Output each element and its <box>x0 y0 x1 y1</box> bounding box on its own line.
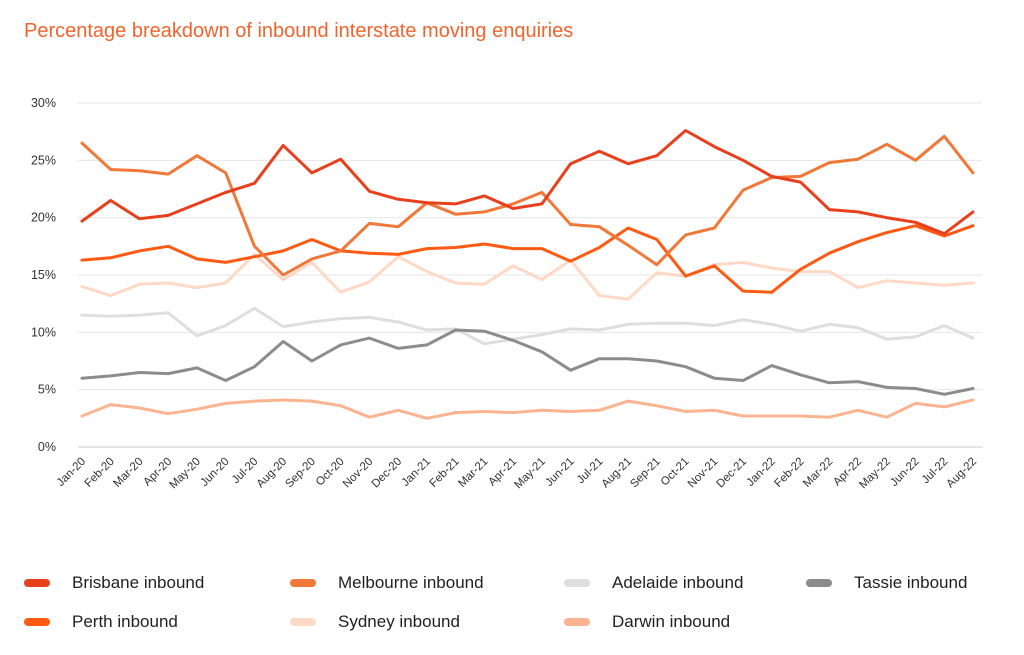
legend-item-melbourne[interactable]: Melbourne inbound <box>290 573 484 593</box>
chart-title: Percentage breakdown of inbound intersta… <box>24 20 574 42</box>
y-tick-label: 15% <box>31 268 56 282</box>
x-tick-label: Jun-21 <box>543 456 576 489</box>
x-tick-label: Mar-20 <box>111 456 145 490</box>
series-line-perth[interactable] <box>80 224 975 294</box>
series-line-brisbane[interactable] <box>80 129 975 236</box>
legend-label-perth: Perth inbound <box>72 612 178 631</box>
x-tick-label: Jan-21 <box>400 456 433 489</box>
legend-label-melbourne: Melbourne inbound <box>338 573 484 592</box>
legend-label-adelaide: Adelaide inbound <box>612 573 744 592</box>
x-tick-label: Nov-20 <box>341 456 376 491</box>
x-tick-label: Feb-20 <box>83 456 117 490</box>
y-tick-label: 0% <box>38 440 56 454</box>
line-chart: 0% 5% 10% 15% 20% 25% 30% Jan-20Feb-20Mar-20Ap… <box>31 96 982 492</box>
legend-swatch-adelaide <box>564 579 590 587</box>
series-line-melbourne[interactable] <box>80 134 975 277</box>
x-tick-label: Mar-22 <box>801 456 835 490</box>
x-tick-label: Aug-21 <box>600 456 635 491</box>
x-tick-label: Jun-22 <box>888 456 921 489</box>
x-tick-label: Jan-20 <box>55 456 88 489</box>
x-axis-ticks: Jan-20Feb-20Mar-20Apr-20May-20Jun-20Jul-… <box>55 456 979 492</box>
series-line-tassie[interactable] <box>80 328 975 396</box>
legend-swatch-perth <box>24 618 50 626</box>
x-tick-label: Dec-20 <box>370 456 405 491</box>
legend-item-darwin[interactable]: Darwin inbound <box>564 612 730 632</box>
legend-swatch-brisbane <box>24 579 50 587</box>
y-tick-label: 25% <box>31 153 56 167</box>
x-tick-label: Feb-22 <box>772 456 806 490</box>
x-tick-label: Dec-21 <box>714 456 749 491</box>
y-tick-label: 20% <box>31 211 56 225</box>
x-tick-label: Sep-21 <box>628 456 663 491</box>
legend-item-perth[interactable]: Perth inbound <box>24 612 178 632</box>
series-line-adelaide[interactable] <box>80 306 975 346</box>
legend-label-brisbane: Brisbane inbound <box>72 573 205 592</box>
series-line-darwin[interactable] <box>80 398 975 420</box>
legend-swatch-melbourne <box>290 579 316 587</box>
y-axis-ticks: 0% 5% 10% 15% 20% 25% 30% <box>31 96 56 454</box>
x-tick-label: May-22 <box>857 456 893 492</box>
legend-label-darwin: Darwin inbound <box>612 612 731 631</box>
legend-swatch-darwin <box>564 618 590 626</box>
x-tick-label: Sep-20 <box>283 456 318 491</box>
legend-item-tassie[interactable]: Tassie inbound <box>806 573 967 593</box>
y-tick-label: 30% <box>31 96 56 110</box>
legend-swatch-sydney <box>290 618 316 626</box>
x-tick-label: Aug-22 <box>944 456 979 491</box>
legend-label-sydney: Sydney inbound <box>338 612 460 631</box>
x-tick-label: May-20 <box>167 456 203 492</box>
x-tick-label: Jan-22 <box>745 456 778 489</box>
legend-item-sydney[interactable]: Sydney inbound <box>290 612 460 632</box>
series-lines <box>80 129 975 420</box>
x-tick-label: Nov-21 <box>686 456 721 491</box>
x-tick-label: Mar-21 <box>456 456 490 490</box>
series-line-sydney[interactable] <box>80 252 975 301</box>
y-tick-label: 10% <box>31 325 56 339</box>
x-tick-label: Feb-21 <box>428 456 462 490</box>
x-tick-label: Jun-20 <box>198 456 231 489</box>
x-tick-label: May-21 <box>512 456 548 492</box>
y-tick-label: 5% <box>38 383 56 397</box>
legend-item-brisbane[interactable]: Brisbane inbound <box>24 573 204 593</box>
legend-item-adelaide[interactable]: Adelaide inbound <box>564 573 743 593</box>
legend-label-tassie: Tassie inbound <box>854 573 968 592</box>
legend-swatch-tassie <box>806 579 832 587</box>
x-tick-label: Aug-20 <box>255 456 290 491</box>
